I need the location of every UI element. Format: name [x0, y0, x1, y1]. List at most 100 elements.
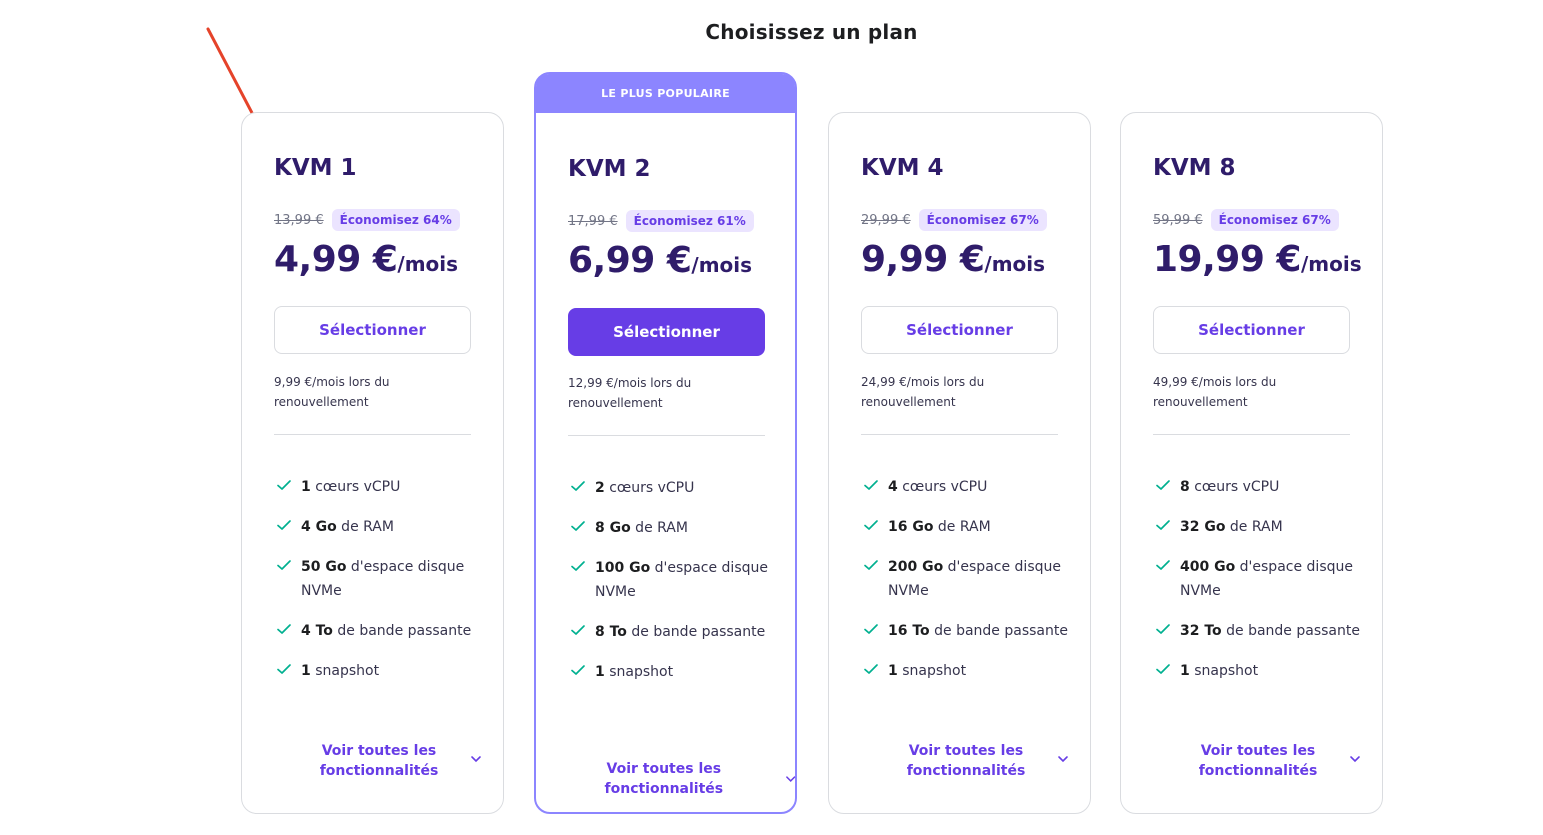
feature-item: 1 snapshot [1153, 659, 1363, 683]
price-amount: 9,99 € [861, 239, 985, 280]
feature-text: de bande passante [626, 624, 766, 640]
feature-value: 1 [1180, 663, 1190, 679]
price-period: /mois [1300, 252, 1362, 276]
price: 9,99 €/mois [861, 239, 1045, 280]
feature-text: snapshot [1189, 663, 1259, 679]
plan-card-kvm1: KVM 1 13,99 € Économisez 64% 4,99 €/mois… [241, 112, 504, 814]
feature-value: 32 Go [1180, 519, 1226, 535]
feature-text: de RAM [336, 519, 394, 535]
feature-item: 16 To de bande passante [861, 619, 1071, 643]
plan-card-kvm4: KVM 4 29,99 € Économisez 67% 9,99 €/mois… [828, 112, 1091, 814]
old-price: 17,99 € [568, 213, 618, 229]
feature-item: 2 cœurs vCPU [568, 476, 778, 500]
feature-value: 8 To [595, 624, 627, 640]
check-icon [277, 664, 291, 674]
check-icon [571, 481, 585, 491]
feature-value: 4 To [301, 623, 333, 639]
check-icon [277, 520, 291, 530]
feature-text: d'espace disque NVMe [1180, 559, 1353, 599]
chevron-down-icon [1350, 756, 1360, 763]
feature-item: 1 cœurs vCPU [274, 475, 484, 499]
feature-item: 1 snapshot [274, 659, 484, 683]
renewal-price: 9,99 €/mois lors du [274, 375, 390, 389]
check-icon [277, 480, 291, 490]
renewal-label: renouvellement [568, 396, 663, 410]
plan-card-kvm2: LE PLUS POPULAIRE KVM 2 17,99 € Économis… [534, 72, 797, 814]
old-price: 59,99 € [1153, 212, 1203, 228]
feature-value: 1 [888, 663, 898, 679]
feature-item: 100 Go d'espace disque NVMe [568, 556, 778, 604]
feature-value: 8 [1180, 479, 1190, 495]
feature-value: 1 [301, 479, 311, 495]
feature-text: de RAM [933, 519, 991, 535]
renewal-price: 24,99 €/mois lors du [861, 375, 985, 389]
see-all-features-link[interactable]: Voir toutes les fonctionnalités [1153, 741, 1363, 781]
see-all-features-link[interactable]: Voir toutes les fonctionnalités [274, 741, 484, 781]
price: 4,99 €/mois [274, 239, 458, 280]
check-icon [1156, 520, 1170, 530]
feature-item: 50 Go d'espace disque NVMe [274, 555, 484, 603]
see-all-label: Voir toutes les fonctionnalités [906, 743, 1026, 779]
see-all-label: Voir toutes les fonctionnalités [1198, 743, 1318, 779]
renewal-note: 9,99 €/mois lors du renouvellement [274, 372, 471, 412]
price: 19,99 €/mois [1153, 239, 1362, 280]
chevron-down-icon [471, 756, 481, 763]
chevron-down-icon [1058, 756, 1068, 763]
feature-value: 32 To [1180, 623, 1222, 639]
feature-text: cœurs vCPU [310, 479, 401, 495]
price-amount: 19,99 € [1153, 239, 1301, 280]
price-row: 59,99 € Économisez 67% [1153, 209, 1339, 231]
feature-value: 1 [595, 664, 605, 680]
renewal-price: 49,99 €/mois lors du [1153, 375, 1277, 389]
check-icon [864, 560, 878, 570]
divider [1153, 434, 1350, 435]
select-button[interactable]: Sélectionner [1153, 306, 1350, 354]
price-row: 13,99 € Économisez 64% [274, 209, 460, 231]
feature-text: de bande passante [332, 623, 472, 639]
page-title: Choisissez un plan [705, 20, 918, 44]
select-button[interactable]: Sélectionner [274, 306, 471, 354]
feature-item: 8 Go de RAM [568, 516, 778, 540]
feature-list: 4 cœurs vCPU 16 Go de RAM 200 Go d'espace … [861, 475, 1071, 699]
popular-badge: LE PLUS POPULAIRE [536, 74, 795, 113]
check-icon [1156, 480, 1170, 490]
feature-value: 4 [888, 479, 898, 495]
feature-value: 2 [595, 480, 605, 496]
price-period: /mois [984, 252, 1046, 276]
see-all-features-link[interactable]: Voir toutes les fonctionnalités [551, 759, 796, 799]
check-icon [1156, 624, 1170, 634]
feature-value: 16 To [888, 623, 930, 639]
select-button[interactable]: Sélectionner [568, 308, 765, 356]
check-icon [1156, 664, 1170, 674]
feature-text: de bande passante [929, 623, 1068, 639]
check-icon [277, 624, 291, 634]
feature-text: cœurs vCPU [604, 480, 695, 496]
select-button[interactable]: Sélectionner [861, 306, 1058, 354]
see-all-features-link[interactable]: Voir toutes les fonctionnalités [861, 741, 1071, 781]
feature-item: 8 To de bande passante [568, 620, 778, 644]
price-amount: 4,99 € [274, 239, 398, 280]
feature-item: 16 Go de RAM [861, 515, 1071, 539]
feature-item: 32 To de bande passante [1153, 619, 1363, 643]
check-icon [864, 624, 878, 634]
plan-name: KVM 1 [274, 155, 357, 181]
check-icon [571, 561, 585, 571]
check-icon [571, 521, 585, 531]
divider [274, 434, 471, 435]
check-icon [864, 520, 878, 530]
check-icon [571, 625, 585, 635]
discount-badge: Économisez 61% [625, 210, 754, 232]
price: 6,99 €/mois [568, 240, 752, 281]
feature-item: 400 Go d'espace disque NVMe [1153, 555, 1363, 603]
chevron-down-icon [785, 776, 795, 782]
feature-list: 2 cœurs vCPU 8 Go de RAM 100 Go d'espace d… [568, 476, 778, 700]
plan-name: KVM 8 [1153, 155, 1236, 181]
feature-item: 8 cœurs vCPU [1153, 475, 1363, 499]
discount-badge: Économisez 67% [1210, 209, 1339, 231]
price-period: /mois [397, 252, 459, 276]
feature-text: cœurs vCPU [1189, 479, 1280, 495]
feature-item: 4 To de bande passante [274, 619, 484, 643]
feature-text: snapshot [604, 664, 674, 680]
check-icon [277, 560, 291, 570]
check-icon [864, 664, 878, 674]
